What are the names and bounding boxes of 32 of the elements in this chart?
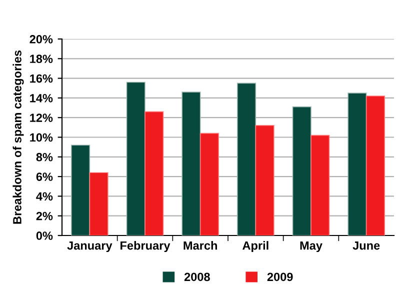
bar [366,96,386,236]
x-tick-label: February [120,241,170,252]
bar [70,144,90,236]
y-tick-label: 4% [36,192,53,201]
y-tick-label: 2% [36,212,53,220]
bar [255,125,274,236]
x-tick-label: May [300,241,322,252]
bar [236,82,256,236]
bar [348,92,367,236]
bar [182,92,201,236]
x-tick-label: March [184,241,217,250]
legend-label: 2009 [267,272,293,282]
bar [144,111,164,236]
y-tick-label: 10% [30,133,53,142]
x-tick-label: April [242,241,268,252]
y-axis-title: Breakdown of spam categories [12,50,24,224]
bar [89,172,108,236]
y-tick-label: 8% [36,152,53,162]
bar [200,132,220,236]
y-tick-label: 16% [30,74,53,83]
y-tick-label: 14% [30,94,53,102]
y-tick-label: 6% [36,172,53,181]
x-tick-label: June [352,241,380,250]
y-tick-label: 0% [36,232,53,240]
legend-label: 2008 [184,272,210,282]
y-tick-label: 12% [30,114,53,122]
y-tick-label: 18% [30,54,53,64]
bar [126,82,146,236]
y-tick-label: 20% [30,35,53,44]
bar [310,134,330,236]
x-tick-label: January [67,241,112,252]
bar [292,106,312,236]
